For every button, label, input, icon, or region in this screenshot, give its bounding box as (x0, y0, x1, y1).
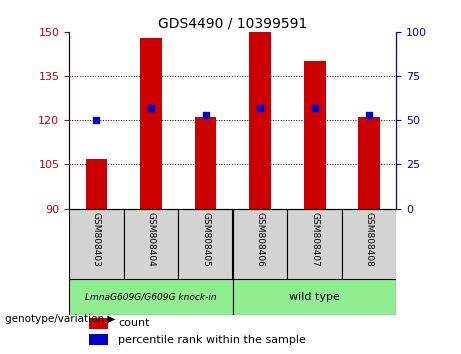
Bar (249, 32, 271, 209)
Bar (233, 209, 287, 279)
Text: GSM808403: GSM808403 (92, 212, 101, 267)
Text: LmnaG609G/G609G knock-in: LmnaG609G/G609G knock-in (85, 293, 217, 302)
Bar (342, 209, 396, 279)
Text: wild type: wild type (289, 292, 340, 302)
Bar (89, 318, 108, 329)
Text: GSM808404: GSM808404 (147, 212, 155, 267)
Bar (124, 209, 178, 279)
Bar (69, 279, 233, 315)
Bar (358, 117, 380, 209)
Bar (69, 209, 124, 279)
Text: GSM808408: GSM808408 (365, 212, 374, 267)
Text: GSM808407: GSM808407 (310, 212, 319, 267)
Text: count: count (118, 319, 150, 329)
Text: GSM808406: GSM808406 (255, 212, 265, 267)
Bar (233, 279, 396, 315)
Text: genotype/variation ▶: genotype/variation ▶ (5, 314, 115, 324)
Bar (304, 61, 325, 209)
Text: percentile rank within the sample: percentile rank within the sample (118, 335, 306, 344)
Bar (178, 209, 233, 279)
Text: GSM808405: GSM808405 (201, 212, 210, 267)
Bar (287, 209, 342, 279)
Title: GDS4490 / 10399591: GDS4490 / 10399591 (158, 17, 307, 31)
Bar (140, 38, 162, 209)
Bar (89, 334, 108, 345)
Bar (195, 117, 217, 209)
Bar (85, 159, 107, 209)
